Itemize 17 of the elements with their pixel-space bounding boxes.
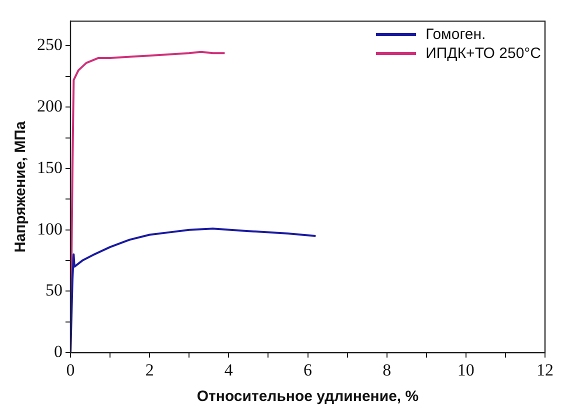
y-tick-label: 0: [54, 342, 62, 362]
legend-label: ИПДК+ТО 250°C: [426, 44, 541, 64]
y-tick-label: 200: [37, 96, 62, 116]
x-tick-label: 12: [536, 360, 554, 380]
y-tick-label: 250: [37, 35, 62, 54]
x-tick-label: 8: [382, 360, 392, 380]
x-tick-label: 0: [66, 360, 75, 380]
x-tick-label: 10: [457, 360, 474, 380]
y-axis-title: Напряжение, МПа: [12, 120, 30, 253]
x-axis-title: Относительное удлинение, %: [196, 388, 419, 406]
y-tick-label: 100: [37, 219, 62, 238]
y-tick-label: 150: [37, 158, 62, 177]
x-tick-label: 2: [145, 360, 154, 380]
x-tick-label: 6: [304, 360, 312, 380]
x-tick-label: 4: [224, 360, 234, 380]
y-tick-label: 50: [46, 280, 62, 300]
legend-label: Гомоген.: [426, 25, 486, 44]
